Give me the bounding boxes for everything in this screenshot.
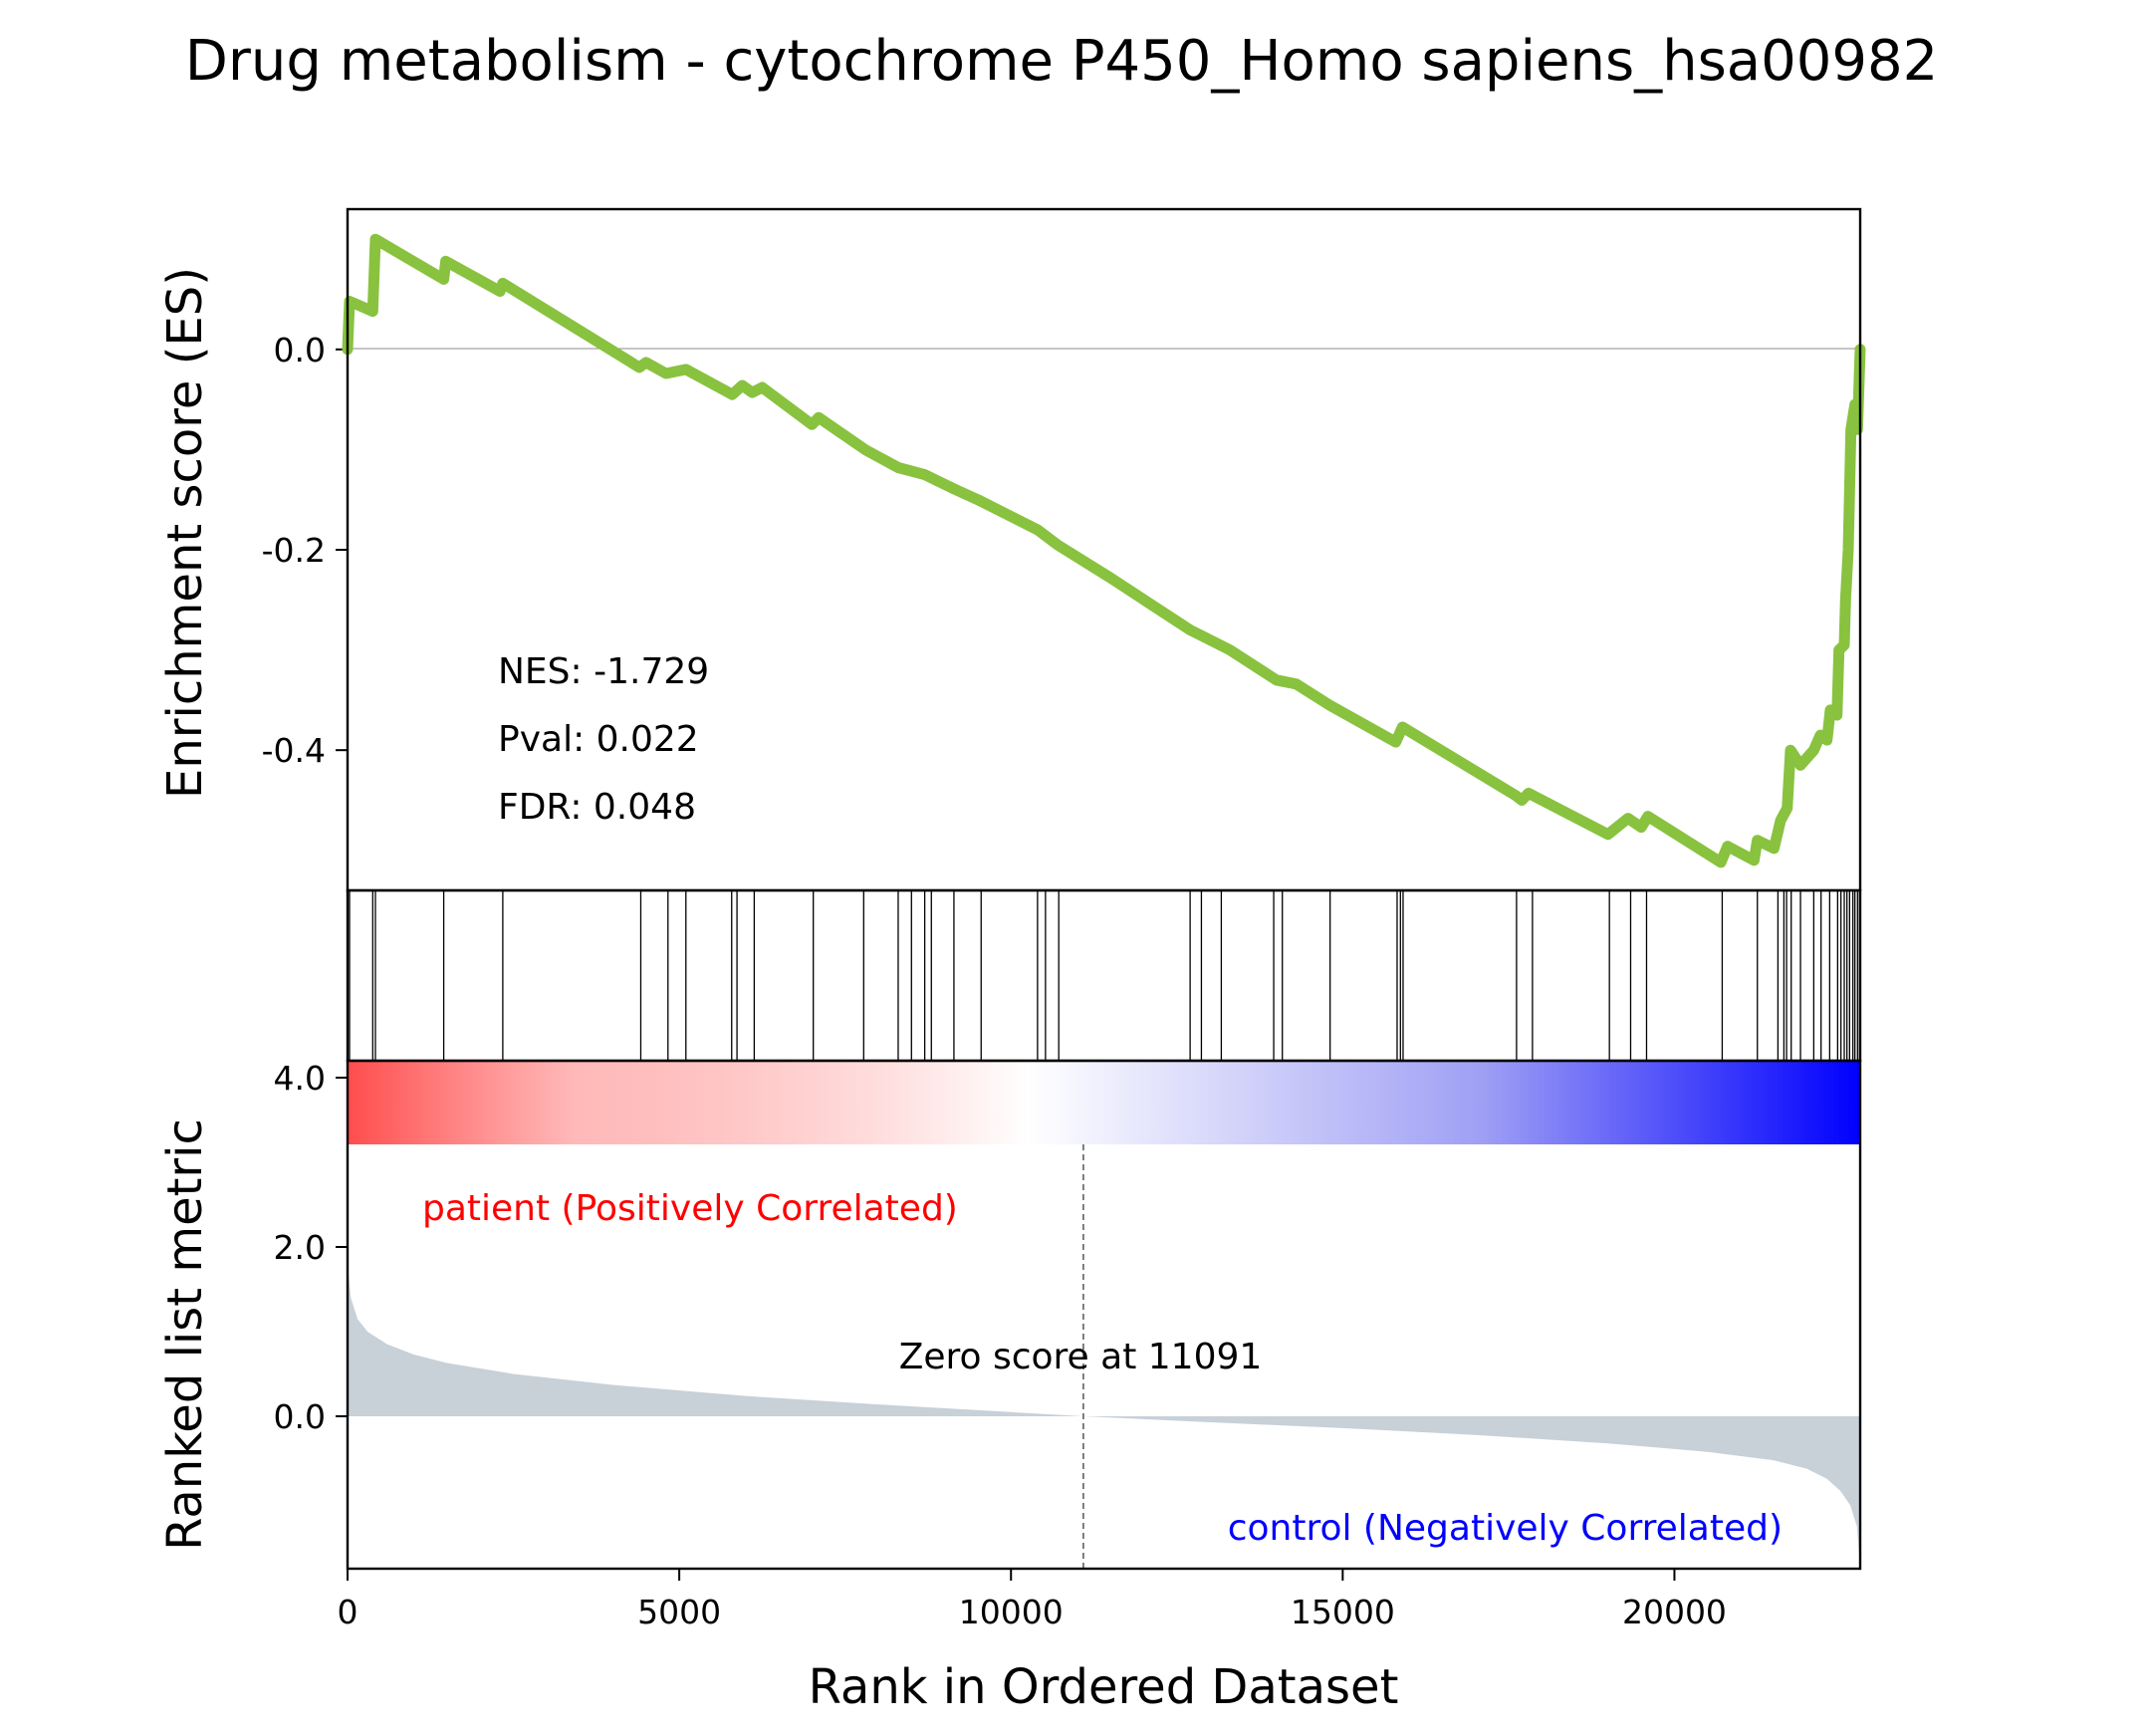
- es-y-tick-label: 0.0: [274, 331, 326, 370]
- ranked-metric-frame: [346, 1059, 1862, 1571]
- x-tick-label: 20000: [1622, 1593, 1727, 1631]
- zero-score-label: Zero score at 11091: [899, 1337, 1263, 1377]
- ranked-metric-axis-label: Ranked list metric: [157, 1118, 213, 1551]
- x-tick-label: 0: [338, 1593, 358, 1631]
- positive-correlation-label: patient (Positively Correlated): [422, 1188, 958, 1229]
- enrichment-panel: 0.0 -0.2 -0.4 NES: -1.729 Pval: 0.022 FDR:…: [157, 233, 1866, 868]
- x-tick-label: 5000: [637, 1593, 721, 1631]
- x-tick-label: 10000: [959, 1593, 1064, 1631]
- hits-panel: [349, 890, 1860, 1061]
- es-axis-label: Enrichment score (ES): [157, 267, 213, 799]
- ranked-metric-y-tick-label: 0.0: [274, 1397, 326, 1436]
- es-y-tick-label: -0.4: [262, 731, 326, 770]
- ranked-metric-y-tick-label: 4.0: [274, 1059, 326, 1098]
- fdr-label: FDR: 0.048: [498, 787, 696, 828]
- es-y-tick-label: -0.2: [262, 531, 326, 570]
- x-axis-ticks: 0 5000 10000 15000 20000: [338, 1569, 1727, 1631]
- chart-title: Drug metabolism - cytochrome P450_Homo s…: [185, 29, 1939, 94]
- ranked-metric-area: [348, 1264, 1860, 1569]
- rank-color-bar: [348, 1061, 1860, 1144]
- pval-label: Pval: 0.022: [498, 719, 699, 760]
- ranked-metric-panel: 0.0 2.0 4.0 patient (Positively Correlated…: [157, 1059, 1860, 1569]
- ranked-metric-y-ticks: 0.0 2.0 4.0: [274, 1059, 348, 1436]
- x-axis-label: Rank in Ordered Dataset: [809, 1659, 1399, 1715]
- enrichment-line: [342, 233, 1866, 868]
- nes-label: NES: -1.729: [498, 651, 709, 692]
- es-y-ticks: 0.0 -0.2 -0.4: [262, 331, 348, 770]
- ranked-metric-y-tick-label: 2.0: [274, 1228, 326, 1267]
- negative-correlation-label: control (Negatively Correlated): [1228, 1508, 1783, 1549]
- x-tick-label: 15000: [1291, 1593, 1395, 1631]
- hits-frame: [346, 888, 1862, 1063]
